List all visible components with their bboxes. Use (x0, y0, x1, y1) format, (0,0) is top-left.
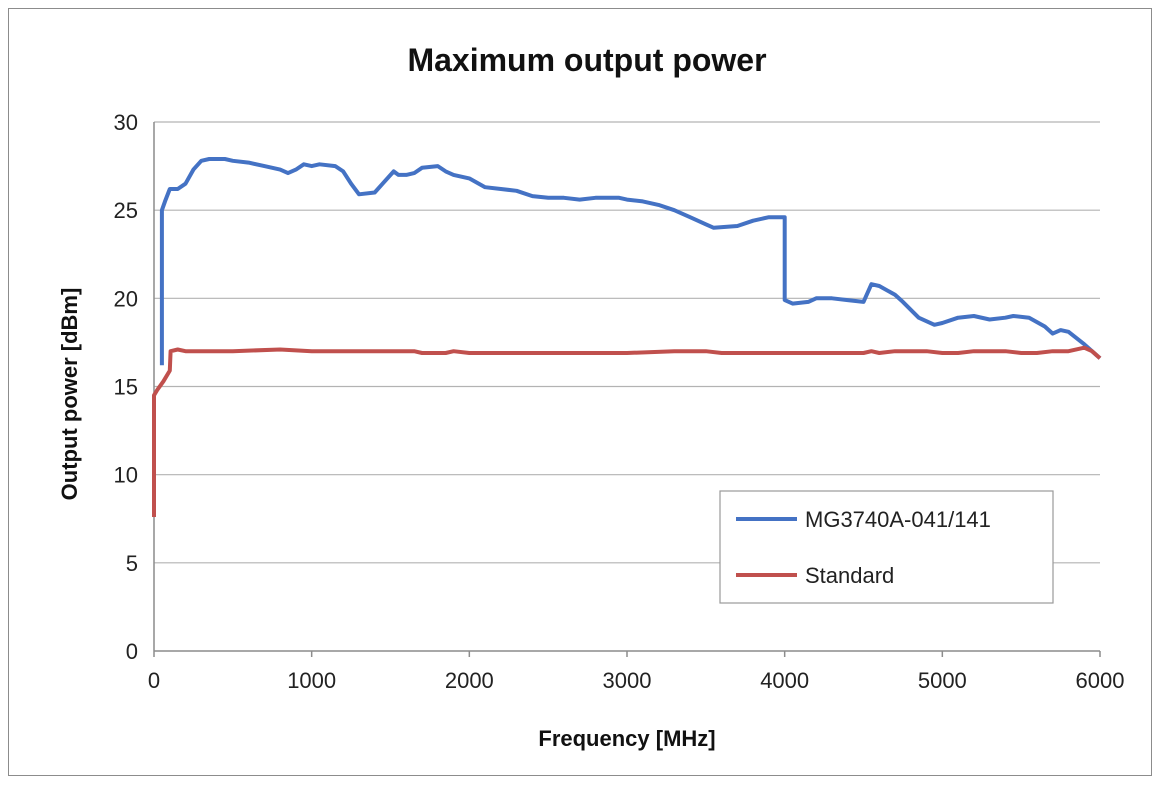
y-tick-label: 30 (114, 110, 138, 135)
x-tick-label: 2000 (445, 668, 494, 693)
chart-title: Maximum output power (407, 42, 766, 78)
x-tick-label: 4000 (760, 668, 809, 693)
legend-box (719, 490, 1054, 604)
y-tick-label: 20 (114, 286, 138, 311)
x-tick-label: 1000 (287, 668, 336, 693)
x-tick-label: 3000 (603, 668, 652, 693)
series-lines (152, 157, 1102, 517)
y-tick-label: 0 (126, 639, 138, 664)
line-chart: Maximum output power 0 5 10 15 20 25 30 0 1000 2… (57, 42, 1125, 751)
y-axis-label: Output power [dBm] (57, 288, 82, 501)
x-tick-label: 6000 (1076, 668, 1125, 693)
y-tick-label: 15 (114, 375, 138, 400)
y-tick-label: 10 (114, 463, 138, 488)
legend-label-standard: Standard (805, 563, 894, 588)
y-axis-ticks: 0 5 10 15 20 25 30 (114, 110, 138, 664)
legend: MG3740A-041/141 Standard (719, 490, 1054, 604)
x-axis-label: Frequency [MHz] (538, 726, 715, 751)
legend-label-mg3740a: MG3740A-041/141 (805, 507, 991, 532)
y-tick-label: 25 (114, 198, 138, 223)
y-tick-label: 5 (126, 551, 138, 576)
series-line-standard (152, 345, 1102, 517)
x-axis-ticks: 0 1000 2000 3000 4000 5000 6000 (148, 651, 1125, 693)
x-tick-label: 0 (148, 668, 160, 693)
x-tick-label: 5000 (918, 668, 967, 693)
series-line-mg3740a (159, 157, 1102, 366)
chart-frame: Maximum output power 0 5 10 15 20 25 30 0 1000 2… (8, 8, 1152, 776)
